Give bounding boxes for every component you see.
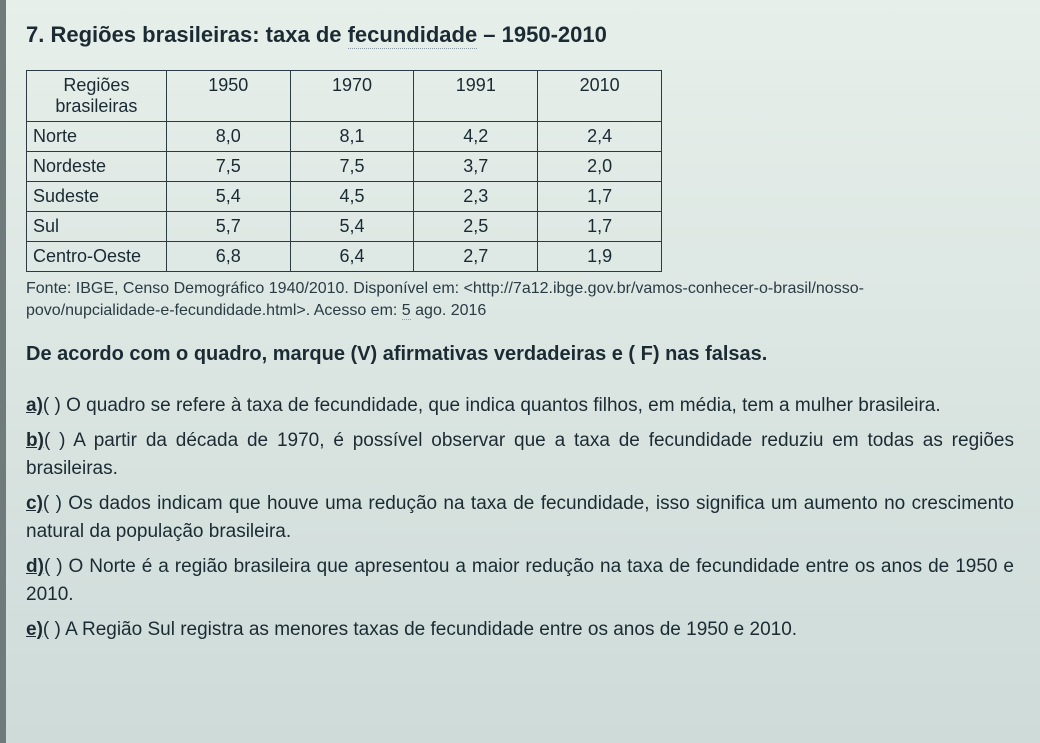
header-regions: Regiões brasileiras bbox=[27, 71, 167, 122]
region-name: Centro-Oeste bbox=[27, 242, 167, 272]
option-text-d: O Norte é a região brasileira que aprese… bbox=[26, 556, 1014, 606]
option-e: e)( ) A Região Sul registra as menores t… bbox=[26, 616, 1014, 645]
cell: 8,0 bbox=[166, 122, 290, 152]
header-year-1970: 1970 bbox=[290, 71, 414, 122]
option-label-b: b) bbox=[26, 430, 44, 451]
cell: 1,9 bbox=[538, 242, 662, 272]
cell: 2,7 bbox=[414, 242, 538, 272]
cell: 5,4 bbox=[290, 212, 414, 242]
header-year-1991: 1991 bbox=[414, 71, 538, 122]
cell: 2,0 bbox=[538, 152, 662, 182]
page-left-edge bbox=[0, 0, 6, 743]
cell: 4,2 bbox=[414, 122, 538, 152]
option-text-a: O quadro se refere à taxa de fecundidade… bbox=[66, 395, 941, 416]
option-blank-c: ( ) bbox=[43, 493, 68, 514]
worksheet-page: 7. Regiões brasileiras: taxa de fecundid… bbox=[0, 0, 1040, 743]
fertility-table: Regiões brasileiras 1950 1970 1991 2010 … bbox=[26, 70, 662, 272]
option-d: d)( ) O Norte é a região brasileira que … bbox=[26, 553, 1014, 610]
table-header-row: Regiões brasileiras 1950 1970 1991 2010 bbox=[27, 71, 662, 122]
options-block: a)( ) O quadro se refere à taxa de fecun… bbox=[26, 392, 1014, 644]
source-line-2a: povo/nupcialidade-e-fecundidade.html>. A… bbox=[26, 302, 402, 319]
question-title: 7. Regiões brasileiras: taxa de fecundid… bbox=[26, 22, 1014, 48]
cell: 2,5 bbox=[414, 212, 538, 242]
source-line-2b: ago. 2016 bbox=[411, 302, 487, 319]
instruction-text: De acordo com o quadro, marque (V) afirm… bbox=[26, 343, 1014, 366]
table-row: Norte 8,0 8,1 4,2 2,4 bbox=[27, 122, 662, 152]
cell: 1,7 bbox=[538, 212, 662, 242]
option-blank-e: ( ) bbox=[43, 619, 65, 640]
option-blank-a: ( ) bbox=[43, 395, 66, 416]
source-line-1: Fonte: IBGE, Censo Demográfico 1940/2010… bbox=[26, 280, 864, 297]
option-label-d: d) bbox=[26, 556, 44, 577]
option-label-e: e) bbox=[26, 619, 43, 640]
cell: 2,3 bbox=[414, 182, 538, 212]
region-name: Sudeste bbox=[27, 182, 167, 212]
region-name: Nordeste bbox=[27, 152, 167, 182]
cell: 4,5 bbox=[290, 182, 414, 212]
cell: 1,7 bbox=[538, 182, 662, 212]
option-a: a)( ) O quadro se refere à taxa de fecun… bbox=[26, 392, 1014, 421]
option-label-a: a) bbox=[26, 395, 43, 416]
table-row: Sul 5,7 5,4 2,5 1,7 bbox=[27, 212, 662, 242]
option-label-c: c) bbox=[26, 493, 43, 514]
cell: 7,5 bbox=[290, 152, 414, 182]
option-blank-d: ( ) bbox=[44, 556, 69, 577]
cell: 7,5 bbox=[166, 152, 290, 182]
cell: 5,4 bbox=[166, 182, 290, 212]
option-b: b)( ) A partir da década de 1970, é poss… bbox=[26, 427, 1014, 484]
cell: 8,1 bbox=[290, 122, 414, 152]
option-text-b: A partir da década de 1970, é possível o… bbox=[26, 430, 1014, 480]
title-prefix: 7. Regiões brasileiras: taxa de bbox=[26, 22, 348, 47]
table-row: Nordeste 7,5 7,5 3,7 2,0 bbox=[27, 152, 662, 182]
option-c: c)( ) Os dados indicam que houve uma red… bbox=[26, 490, 1014, 547]
cell: 6,4 bbox=[290, 242, 414, 272]
source-line-2-day: 5 bbox=[402, 302, 411, 320]
cell: 5,7 bbox=[166, 212, 290, 242]
option-blank-b: ( ) bbox=[44, 430, 73, 451]
table-row: Sudeste 5,4 4,5 2,3 1,7 bbox=[27, 182, 662, 212]
option-text-c: Os dados indicam que houve uma redução n… bbox=[26, 493, 1014, 543]
header-year-1950: 1950 bbox=[166, 71, 290, 122]
source-citation: Fonte: IBGE, Censo Demográfico 1940/2010… bbox=[26, 278, 1014, 321]
region-name: Sul bbox=[27, 212, 167, 242]
cell: 6,8 bbox=[166, 242, 290, 272]
region-name: Norte bbox=[27, 122, 167, 152]
table-row: Centro-Oeste 6,8 6,4 2,7 1,9 bbox=[27, 242, 662, 272]
title-suffix: – 1950-2010 bbox=[477, 22, 607, 47]
cell: 3,7 bbox=[414, 152, 538, 182]
header-year-2010: 2010 bbox=[538, 71, 662, 122]
option-text-e: A Região Sul registra as menores taxas d… bbox=[65, 619, 797, 640]
title-underlined-word: fecundidade bbox=[348, 22, 478, 49]
cell: 2,4 bbox=[538, 122, 662, 152]
